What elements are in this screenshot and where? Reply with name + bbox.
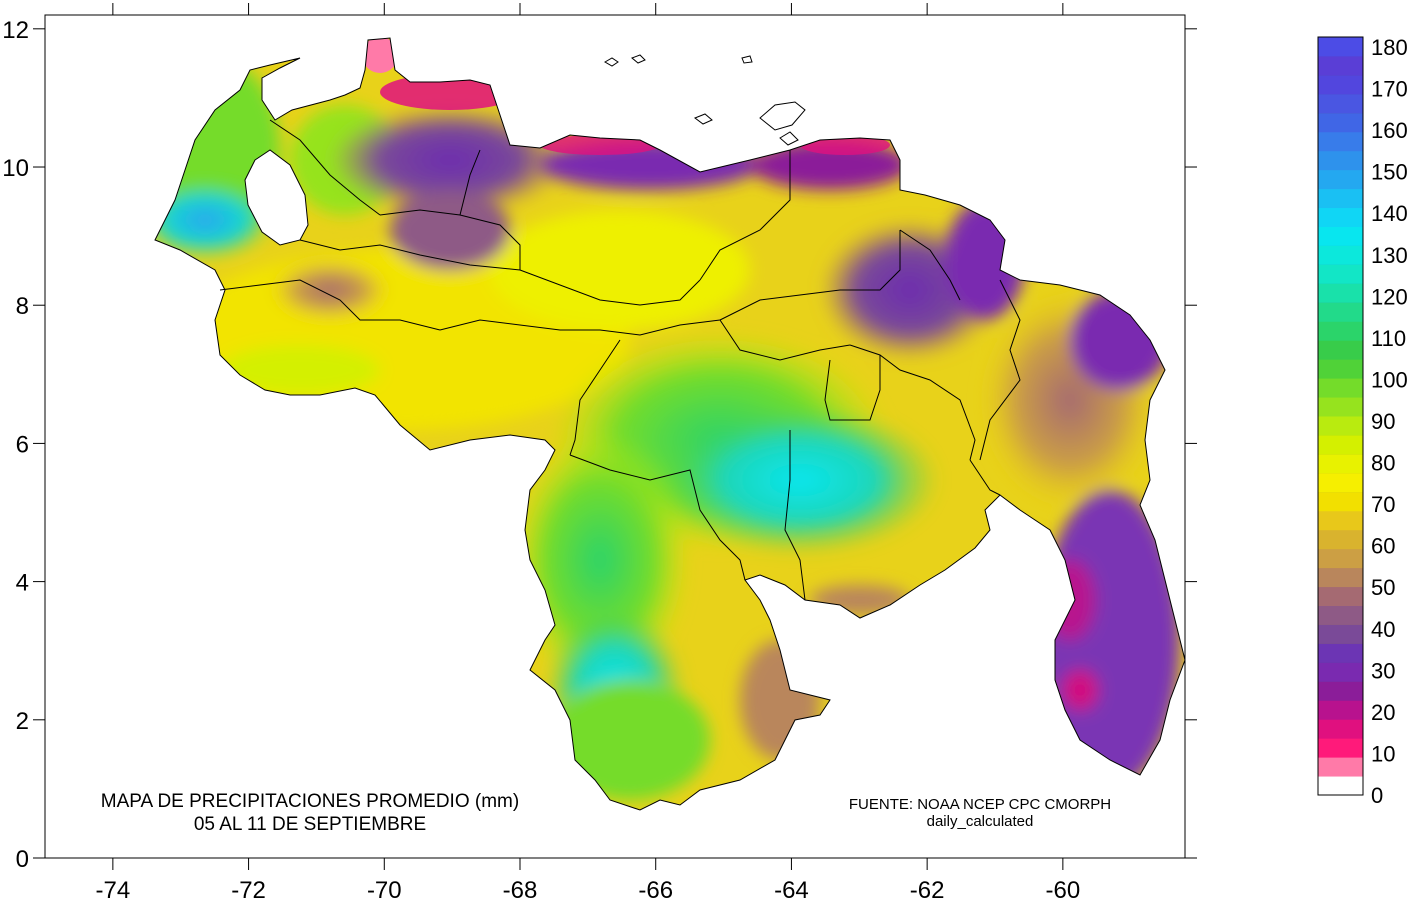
data-source-note: FUENTE: NOAA NCEP CPC CMORPH daily_calcu… [800,796,1160,830]
colorbar-band [1318,264,1363,284]
colorbar-label: 120 [1371,284,1408,309]
colorbar-band [1318,55,1363,76]
x-tick-label: -60 [1046,877,1081,904]
colorbar-label: 40 [1371,617,1395,642]
x-tick-label: -66 [638,877,673,904]
y-tick-label: 0 [16,846,29,873]
y-tick-label: 2 [16,708,29,735]
colorbar-label: 150 [1371,160,1408,185]
x-axis: -74 -72 -70 -68 -66 -64 -62 -60 [96,3,1081,904]
colorbar-label: 160 [1371,118,1408,143]
colorbar-band [1318,624,1363,644]
colorbar-band [1318,416,1363,436]
colorbar-band [1318,472,1363,493]
colorbar-band [1318,245,1363,265]
y-tick-label: 12 [2,17,29,44]
colorbar-band [1318,74,1363,95]
colorbar-band [1318,700,1363,720]
map-title-line-1: MAPA DE PRECIPITACIONES PROMEDIO (mm) [100,791,520,812]
colorbar-band [1318,662,1363,682]
colorbar-legend: 0 10 20 30 40 50 60 70 80 90 100 110 120 130 140 150 160… [1317,35,1408,808]
colorbar-label: 20 [1371,700,1395,725]
colorbar-band [1318,112,1363,133]
islands [603,54,806,146]
colorbar-label: 110 [1371,326,1406,351]
colorbar-band [1318,510,1363,531]
x-tick-label: -74 [96,877,131,904]
state-borders [154,37,1186,811]
colorbar-label: 30 [1371,658,1395,683]
colorbar-band [1318,93,1363,114]
y-tick-label: 6 [16,431,29,458]
colorbar-band [1318,359,1363,379]
data-source-line-1: FUENTE: NOAA NCEP CPC CMORPH [848,796,1112,813]
colorbar-band [1318,397,1363,417]
colorbar-band [1318,738,1363,758]
colorbar-band [1318,719,1363,739]
colorbar-label: 70 [1371,492,1395,517]
colorbar-band [1318,529,1363,550]
y-tick-label: 4 [16,570,29,597]
colorbar-band [1318,207,1363,227]
colorbar-band [1318,491,1363,512]
colorbar-band [1318,188,1363,209]
colorbar-label: 140 [1371,201,1408,226]
colorbar-label: 180 [1371,35,1408,60]
x-tick-label: -64 [774,877,809,904]
map-title-line-2: 05 AL 11 DE SEPTIEMBRE [193,814,427,835]
colorbar-band [1318,567,1363,588]
colorbar-band [1318,776,1363,796]
colorbar-band [1318,586,1363,606]
colorbar-band [1318,321,1363,341]
colorbar-band [1318,681,1363,701]
colorbar-band [1318,453,1363,474]
y-tick-label: 8 [16,293,29,320]
colorbar-label: 80 [1371,451,1395,476]
colorbar-band [1318,37,1363,57]
colorbar-band [1318,434,1363,455]
colorbar-band [1318,131,1363,152]
colorbar-band [1318,226,1363,246]
colorbar-label: 0 [1371,783,1383,808]
x-tick-label: -70 [367,877,402,904]
y-axis: 0 2 4 6 8 10 12 [2,17,1197,873]
colorbar-label: 130 [1371,243,1408,268]
data-source-line-2: daily_calculated [926,813,1034,830]
colorbar-label: 170 [1371,77,1408,102]
colorbar-band [1318,643,1363,663]
colorbar-label: 60 [1371,534,1395,559]
colorbar-band [1318,757,1363,777]
x-tick-label: -72 [231,877,266,904]
x-tick-label: -62 [910,877,945,904]
colorbar-band [1318,548,1363,569]
colorbar-label: 10 [1371,741,1395,766]
colorbar-band [1318,605,1363,625]
colorbar-band [1318,283,1363,303]
colorbar-band [1318,302,1363,322]
map-title: MAPA DE PRECIPITACIONES PROMEDIO (mm) 05… [40,790,580,836]
colorbar-band [1318,169,1363,190]
colorbar-band [1318,150,1363,171]
colorbar-band [1318,340,1363,360]
colorbar-label: 50 [1371,575,1395,600]
x-tick-label: -68 [503,877,538,904]
colorbar-band [1318,378,1363,398]
colorbar-label: 100 [1371,367,1408,392]
colorbar-label: 90 [1371,409,1395,434]
colorbar-frame [1317,36,1364,796]
y-tick-label: 10 [2,155,29,182]
